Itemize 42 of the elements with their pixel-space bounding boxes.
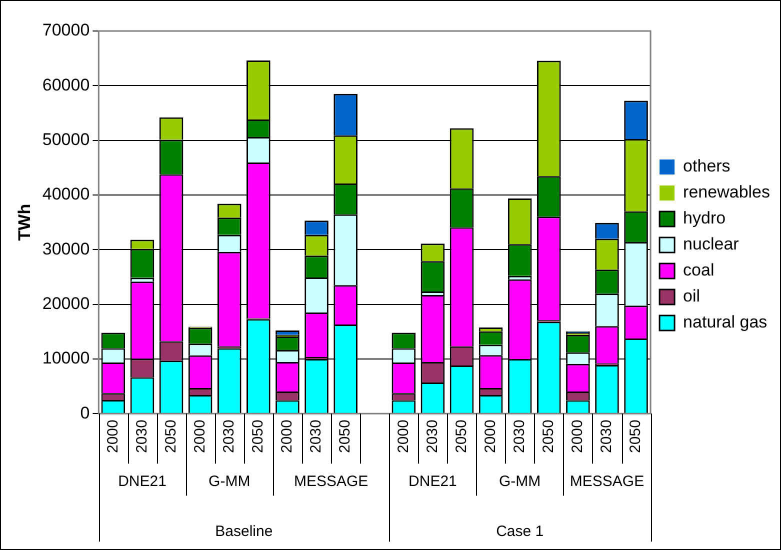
x-tick-label: 2030 — [308, 420, 325, 454]
y-tick-label: 70000 — [42, 20, 90, 40]
y-axis-title: TWh — [14, 204, 34, 241]
x-tick-label: 2030 — [220, 420, 238, 454]
y-tick-label: 20000 — [42, 294, 90, 313]
legend-label: oil — [683, 286, 700, 306]
x-tick-label: 2050 — [162, 420, 180, 454]
x-tick-label: 2000 — [569, 420, 586, 454]
x-tick-label: 2050 — [627, 420, 644, 454]
legend-label: natural gas — [683, 312, 768, 332]
text: MESSAGE — [570, 472, 644, 490]
y-tick-label: 60000 — [42, 75, 90, 94]
x-tick-label: 2000 — [191, 420, 208, 454]
text: DNE21 — [408, 472, 457, 490]
text: DNE21 — [118, 472, 166, 490]
y-tick-label: 50000 — [42, 130, 90, 150]
y-tick-label: 30000 — [42, 239, 90, 258]
legend-label: nuclear — [683, 234, 740, 254]
text: G-MM — [208, 472, 250, 490]
x-tick-label: 2030 — [133, 420, 150, 454]
x-tick-label: 2000 — [104, 420, 122, 454]
legend-label: others — [683, 156, 730, 176]
x-tick-label: 2030 — [510, 420, 528, 454]
x-tick-label: 2030 — [424, 420, 441, 454]
x-tick-label: 2000 — [394, 420, 412, 454]
y-tick-label: 10000 — [42, 348, 90, 368]
x-tick-label: 2000 — [278, 420, 296, 454]
x-tick-label: 2050 — [540, 420, 558, 454]
legend-label: renewables — [683, 182, 770, 202]
text: Baseline — [215, 522, 273, 540]
x-tick-label: 2030 — [598, 420, 616, 454]
x-tick-label: 2050 — [250, 420, 267, 454]
text: Case 1 — [496, 522, 544, 540]
x-tick-label: 2000 — [482, 420, 499, 454]
text: G-MM — [499, 472, 541, 490]
y-tick-label: 40000 — [42, 184, 90, 204]
x-tick-label: 2050 — [452, 420, 470, 454]
text: MESSAGE — [294, 472, 368, 490]
legend-label: hydro — [683, 208, 726, 228]
y-tick-label: 0 — [80, 403, 90, 422]
x-tick-label: 2050 — [336, 420, 354, 454]
legend-label: coal — [683, 260, 714, 280]
